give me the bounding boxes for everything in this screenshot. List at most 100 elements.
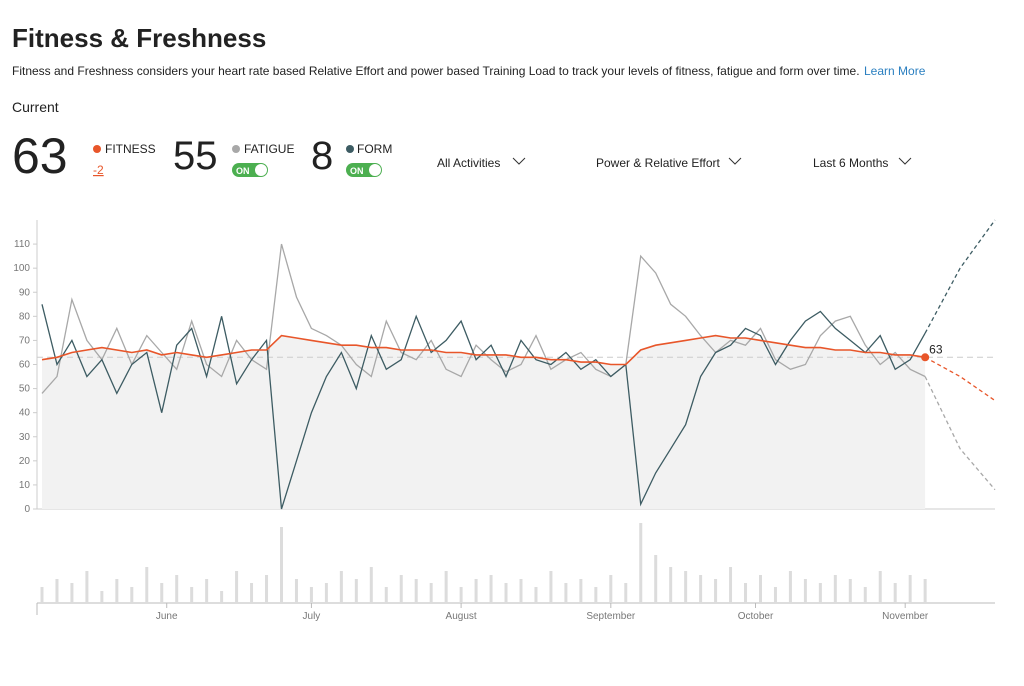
y-tick-label: 40 [19, 408, 31, 419]
effort-bar [235, 571, 239, 603]
effort-bar [908, 575, 912, 603]
x-tick-label: June [156, 611, 178, 622]
y-tick-label: 100 [13, 263, 30, 274]
fitness-area [41, 335, 926, 509]
effort-bar [848, 579, 852, 603]
current-point [921, 353, 930, 362]
current-label: 63 [929, 342, 943, 356]
y-tick-label: 0 [24, 504, 30, 515]
projection-line [924, 356, 996, 402]
fatigue-legend: FATIGUE [244, 142, 294, 156]
effort-bar [265, 575, 269, 603]
fatigue-dot [232, 145, 240, 153]
effort-bar [250, 583, 254, 603]
effort-bar [429, 583, 433, 603]
effort-bar [399, 575, 403, 603]
x-tick-label: July [303, 611, 321, 622]
metric-dropdown[interactable]: Power & Relative Effort [596, 156, 742, 170]
effort-bar [294, 579, 298, 603]
x-tick-label: November [882, 611, 929, 622]
effort-bar [55, 579, 59, 603]
effort-bar [70, 583, 74, 603]
effort-bar [758, 575, 762, 603]
form-dot [346, 145, 354, 153]
chevron [512, 157, 526, 165]
x-tick-label: September [586, 611, 636, 622]
effort-bar [803, 579, 807, 603]
effort-bar [40, 587, 44, 603]
effort-bar [85, 571, 89, 603]
effort-bar [175, 575, 179, 603]
effort-bar [609, 575, 613, 603]
y-tick-label: 10 [19, 480, 31, 491]
chevron [728, 157, 742, 165]
effort-bar [474, 579, 478, 603]
effort-bar [923, 579, 927, 603]
effort-bar [744, 583, 748, 603]
effort-bar [684, 571, 688, 603]
dropdown-label: All Activities [437, 156, 500, 170]
description: Fitness and Freshness considers your hea… [12, 64, 860, 78]
effort-bar [190, 587, 194, 603]
effort-bar [893, 583, 897, 603]
form-legend: FORM [357, 142, 392, 156]
series-line [41, 334, 926, 366]
effort-bar [818, 583, 822, 603]
effort-bar [594, 587, 598, 603]
effort-bar [324, 583, 328, 603]
effort-bar [444, 571, 448, 603]
x-tick-label: October [738, 611, 774, 622]
y-tick-label: 110 [14, 239, 30, 250]
effort-bar [654, 555, 658, 603]
effort-bar [534, 587, 538, 603]
effort-bar [145, 567, 149, 603]
fitness-dot [93, 145, 101, 153]
y-tick-label: 20 [19, 456, 31, 467]
effort-bar [863, 587, 867, 603]
effort-bar [339, 571, 343, 603]
fitness-legend: FITNESS [105, 142, 156, 156]
y-tick-label: 60 [19, 360, 31, 371]
y-tick-label: 50 [19, 384, 31, 395]
effort-bar [160, 583, 164, 603]
effort-bar [579, 579, 583, 603]
activity-dropdown[interactable]: All Activities [437, 156, 526, 170]
projection-line [924, 219, 996, 334]
y-tick-label: 70 [19, 335, 31, 346]
current-label: Current [12, 99, 59, 115]
effort-bar [354, 579, 358, 603]
effort-bar [414, 579, 418, 603]
effort-bar [833, 575, 837, 603]
y-tick-label: 80 [19, 311, 31, 322]
page-title: Fitness & Freshness [12, 23, 266, 53]
effort-bar [459, 587, 463, 603]
effort-bar [788, 571, 792, 603]
effort-bar [130, 587, 134, 603]
y-tick-label: 30 [19, 432, 31, 443]
effort-bar [220, 591, 224, 603]
effort-bar [669, 567, 673, 603]
effort-bar [549, 571, 553, 603]
effort-bar [100, 591, 104, 603]
effort-bar [624, 583, 628, 603]
fatigue-value: 55 [173, 134, 218, 178]
range-dropdown[interactable]: Last 6 Months [813, 156, 912, 170]
effort-bar [309, 587, 313, 603]
effort-bar [115, 579, 119, 603]
effort-bar [773, 587, 777, 603]
toggle-knob [255, 164, 267, 176]
projection-line [924, 376, 996, 491]
chevron [898, 157, 912, 165]
series-line [41, 304, 926, 510]
dropdown-label: Last 6 Months [813, 156, 888, 170]
effort-bar [699, 575, 703, 603]
fitness-change: -2 [93, 163, 104, 177]
toggle-knob [369, 164, 381, 176]
effort-bar [639, 523, 643, 603]
learn-more-link[interactable]: Learn More [864, 64, 926, 78]
effort-bar [205, 579, 209, 603]
toggle-label: ON [350, 166, 364, 176]
toggle-label: ON [236, 166, 250, 176]
fitness-value: 63 [12, 128, 68, 184]
